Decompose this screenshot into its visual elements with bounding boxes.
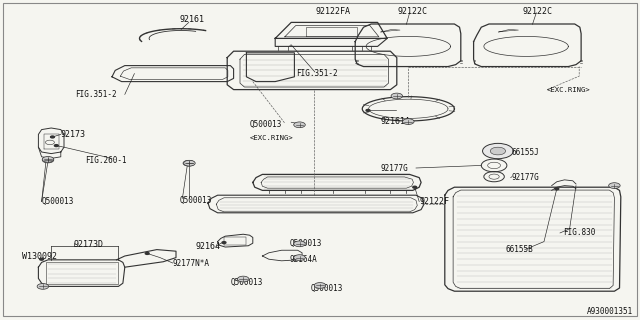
Circle shape	[40, 258, 44, 260]
Circle shape	[483, 143, 513, 159]
Circle shape	[237, 276, 249, 282]
Text: 92122FA: 92122FA	[316, 7, 350, 16]
Text: W130092: W130092	[22, 252, 58, 261]
Text: FIG.260-1: FIG.260-1	[84, 156, 127, 164]
Circle shape	[184, 160, 195, 166]
Circle shape	[42, 156, 54, 162]
Text: FIG.351-2: FIG.351-2	[75, 90, 117, 99]
Text: 92122C: 92122C	[523, 7, 552, 16]
Circle shape	[42, 157, 54, 163]
Circle shape	[51, 136, 54, 138]
Circle shape	[314, 283, 326, 288]
Text: Q500013: Q500013	[310, 284, 343, 293]
Circle shape	[391, 93, 403, 99]
Text: 92173D: 92173D	[74, 240, 104, 249]
Text: 92177G: 92177G	[512, 173, 540, 182]
Text: 92161: 92161	[179, 15, 205, 24]
Circle shape	[403, 119, 414, 124]
Circle shape	[490, 147, 506, 155]
Text: Q500013: Q500013	[250, 120, 282, 129]
Text: FIG.351-2: FIG.351-2	[296, 69, 338, 78]
Circle shape	[294, 255, 305, 260]
Text: 92173: 92173	[61, 130, 86, 139]
Circle shape	[54, 145, 58, 147]
Text: <EXC.RING>: <EXC.RING>	[250, 135, 293, 140]
Circle shape	[183, 160, 195, 166]
Circle shape	[294, 241, 305, 247]
Text: A930001351: A930001351	[588, 308, 634, 316]
Text: 92122F: 92122F	[419, 197, 449, 206]
Circle shape	[366, 109, 370, 111]
Text: 92177N*A: 92177N*A	[173, 259, 210, 268]
Text: 92164: 92164	[195, 242, 220, 251]
Text: 92177G: 92177G	[381, 164, 408, 172]
Circle shape	[37, 284, 49, 289]
Text: 92164A: 92164A	[289, 255, 317, 264]
Text: 92122C: 92122C	[398, 7, 428, 16]
Text: Q500013: Q500013	[230, 278, 263, 287]
Text: Q500013: Q500013	[179, 196, 212, 204]
Text: FIG.830: FIG.830	[563, 228, 596, 237]
Text: 66155B: 66155B	[506, 245, 533, 254]
Circle shape	[413, 186, 417, 188]
Text: Q500013: Q500013	[42, 197, 74, 206]
Circle shape	[294, 122, 305, 128]
Text: <EXC.RING>: <EXC.RING>	[547, 87, 591, 92]
Circle shape	[555, 188, 559, 190]
Text: 92161A: 92161A	[381, 117, 411, 126]
Circle shape	[609, 183, 620, 188]
Circle shape	[222, 242, 226, 244]
Text: Q500013: Q500013	[289, 239, 322, 248]
Text: 66155J: 66155J	[512, 148, 540, 156]
Circle shape	[145, 252, 149, 254]
